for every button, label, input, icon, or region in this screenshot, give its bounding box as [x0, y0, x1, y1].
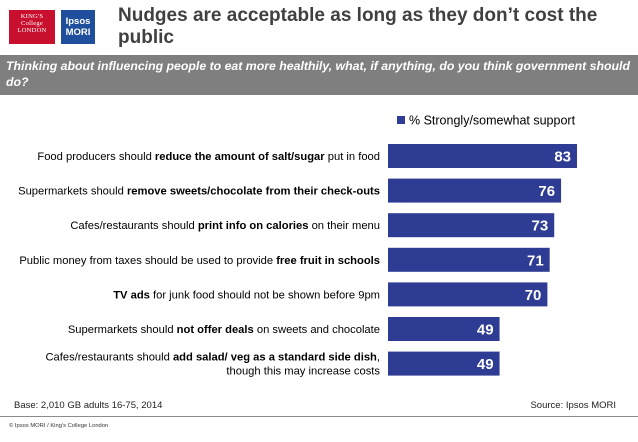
category-label: Cafes/restaurants should print info on c…	[70, 220, 380, 232]
category-label: TV ads for junk food should not be shown…	[113, 289, 380, 301]
bar-value-label: 49	[477, 322, 494, 339]
survey-question: Thinking about influencing people to eat…	[0, 55, 638, 95]
category-label: Public money from taxes should be used t…	[19, 255, 380, 267]
bar-value-label: 73	[532, 218, 549, 235]
bar	[388, 317, 500, 341]
bar	[388, 351, 500, 376]
bar-value-label: 49	[477, 356, 494, 373]
support-bar-chart: % Strongly/somewhat support 83 Food produc…	[18, 114, 577, 378]
category-label: Food producers should reduce the amount …	[37, 151, 380, 163]
bar-value-label: 71	[527, 252, 544, 269]
legend-swatch	[397, 116, 405, 124]
category-label: Supermarkets should remove sweets/chocol…	[18, 186, 380, 198]
kings-college-london-logo: KING'S College LONDON	[9, 10, 55, 44]
bar	[388, 178, 562, 203]
category-label: though this may increase costs	[226, 366, 380, 378]
bar-value-label: 83	[554, 149, 571, 166]
footer-divider	[0, 416, 638, 417]
ipsos-logo-line-1: Ipsos	[65, 16, 91, 27]
bar	[388, 144, 577, 168]
category-label: Supermarkets should not offer deals on s…	[68, 324, 380, 336]
kcl-logo-line-1: KING'S	[20, 13, 44, 20]
ipsos-mori-logo: Ipsos MORI	[61, 10, 95, 44]
bar-value-label: 70	[525, 287, 542, 304]
bar	[388, 213, 555, 238]
source-note: Source: Ipsos MORI	[530, 400, 616, 411]
slide-title: Nudges are acceptable as long as they do…	[118, 5, 598, 48]
bar	[388, 247, 550, 272]
legend-label: % Strongly/somewhat support	[409, 114, 576, 128]
category-label: Cafes/restaurants should add salad/ veg …	[45, 352, 380, 364]
kcl-logo-line-2: College	[21, 20, 43, 27]
ipsos-logo-line-2: MORI	[65, 27, 91, 38]
bar-value-label: 76	[538, 183, 555, 200]
bar	[388, 282, 548, 307]
copyright-note: © Ipsos MORI / King’s College London	[9, 423, 109, 429]
base-note: Base: 2,010 GB adults 16-75, 2014	[14, 400, 163, 411]
chart-legend: % Strongly/somewhat support	[397, 114, 576, 128]
kcl-logo-line-3: LONDON	[17, 27, 47, 34]
